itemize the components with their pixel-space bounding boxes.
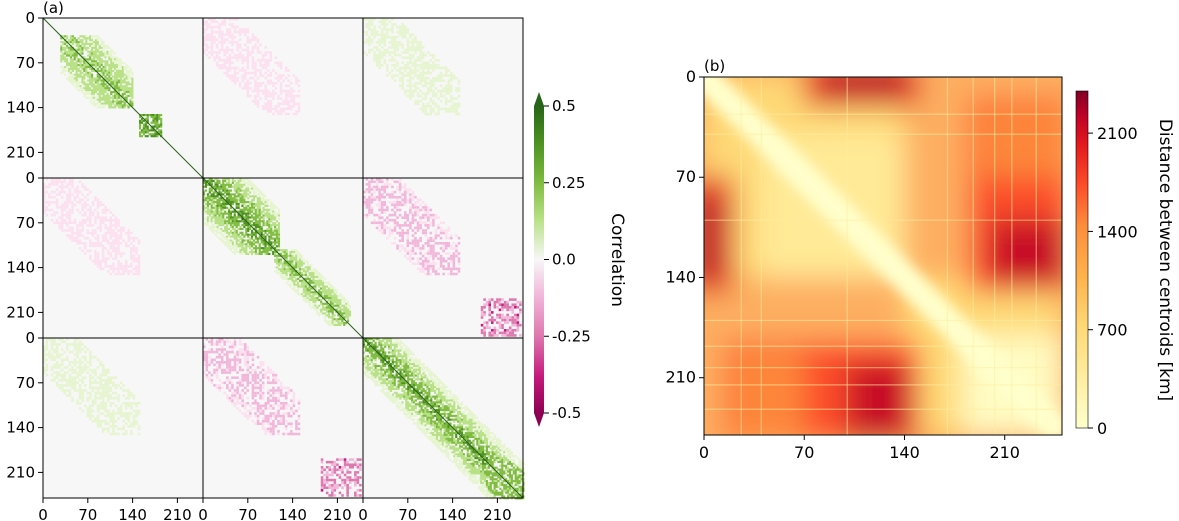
- x-tick-label: 210: [163, 506, 192, 521]
- x-tick-label: 0: [699, 443, 709, 462]
- x-tick-label: 70: [238, 506, 257, 521]
- colorbar-tick-label: -0.5: [552, 404, 581, 422]
- colorbar-tick-label: 0.5: [552, 97, 576, 115]
- distance-heatmap: [704, 77, 1062, 435]
- distance-heatmap-frame: [703, 76, 1063, 436]
- y-tick-label: 0: [25, 329, 35, 347]
- correlation-block-1-2: [362, 177, 524, 339]
- x-tick-label: 210: [323, 506, 352, 521]
- x-tick-label: 140: [889, 443, 920, 462]
- y-tick-label: 210: [665, 368, 696, 387]
- panel-b-x-ticks: 0 70 140 210: [699, 435, 1020, 462]
- correlation-block-1-0: [42, 177, 204, 339]
- correlation-block-0-0: [42, 17, 204, 179]
- x-tick-label: 70: [398, 506, 417, 521]
- y-tick-label: 0: [25, 169, 35, 187]
- colorbar-tick-label: -0.25: [552, 327, 591, 345]
- y-tick-label: 0: [25, 9, 35, 27]
- colorbar-b-label: Distance between centroids [km]: [1155, 119, 1175, 401]
- colorbar-tick-label: 2100: [1097, 124, 1138, 143]
- correlation-block-2-1: [202, 337, 364, 499]
- correlation-block-2-2: [362, 337, 525, 500]
- y-tick-label: 140: [6, 99, 35, 117]
- panel-a-x-ticks: 0 70 140 210 0 70 140 210 0 70 140 210: [38, 498, 512, 521]
- colorbar-tick-label: 700: [1097, 321, 1128, 340]
- colorbar-gradient: [534, 106, 544, 413]
- x-tick-label: 0: [38, 506, 48, 521]
- y-tick-label: 70: [16, 214, 35, 232]
- panel-b-label: (b): [704, 57, 725, 75]
- y-tick-label: 210: [6, 463, 35, 481]
- y-tick-label: 70: [676, 167, 696, 186]
- panel-b-y-ticks: 0 70 140 210: [665, 67, 704, 387]
- correlation-block-0-1: [202, 17, 364, 179]
- colorbar-extend-top: [534, 92, 544, 106]
- x-tick-label: 70: [794, 443, 814, 462]
- colorbar-a-ticks: 0.5 0.25 0.0 -0.25 -0.5: [544, 97, 591, 422]
- y-tick-label: 210: [6, 143, 35, 161]
- correlation-block-1-1: [202, 177, 364, 339]
- distance-colorbar: 2100 1400 700 0 Distance between centroids …: [1075, 90, 1175, 438]
- x-tick-label: 140: [278, 506, 307, 521]
- y-tick-label: 70: [16, 54, 35, 72]
- colorbar-tick-label: 0.25: [552, 174, 585, 192]
- y-tick-label: 0: [686, 67, 696, 86]
- y-tick-label: 140: [6, 419, 35, 437]
- colorbar-tick-label: 1400: [1097, 222, 1138, 241]
- x-tick-label: 0: [198, 506, 208, 521]
- colorbar-gradient: [1075, 90, 1089, 429]
- y-tick-label: 140: [665, 267, 696, 286]
- y-tick-label: 70: [16, 374, 35, 392]
- y-tick-label: 210: [6, 303, 35, 321]
- x-tick-label: 0: [358, 506, 368, 521]
- correlation-colorbar: 0.5 0.25 0.0 -0.25 -0.5 Correlation: [534, 92, 627, 427]
- colorbar-extend-bottom: [534, 413, 544, 427]
- panel-a-correlation-matrix: (a) 0 70 140 210 0 70 140 210 0 70 140 210 0 70 140 21…: [6, 0, 627, 521]
- colorbar-tick-label: 0: [1097, 419, 1107, 438]
- colorbar-tick-label: 0.0: [552, 251, 576, 269]
- y-tick-label: 140: [6, 259, 35, 277]
- correlation-block-0-2: [362, 17, 524, 179]
- x-tick-label: 70: [78, 506, 97, 521]
- correlation-blocks: [42, 17, 525, 500]
- x-tick-label: 210: [483, 506, 512, 521]
- colorbar-b-ticks: 2100 1400 700 0: [1088, 124, 1138, 438]
- x-tick-label: 140: [438, 506, 467, 521]
- panel-a-y-ticks: 0 70 140 210 0 70 140 210 0 70 140 210: [6, 9, 43, 481]
- x-tick-label: 210: [989, 443, 1020, 462]
- colorbar-a-label: Correlation: [607, 213, 627, 307]
- panel-a-label: (a): [43, 0, 64, 17]
- x-tick-label: 140: [118, 506, 147, 521]
- panel-b-distance-matrix: (b) 0 70 140 210 0 70 140 210 2100 1400 700 0 Dis…: [665, 57, 1175, 462]
- correlation-block-2-0: [42, 337, 204, 499]
